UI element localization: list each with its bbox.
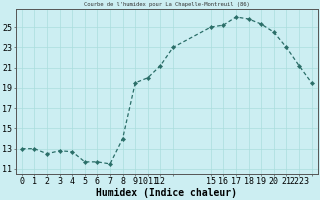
Title: Courbe de l'humidex pour La Chapelle-Montreuil (86): Courbe de l'humidex pour La Chapelle-Mon… [84,2,250,7]
X-axis label: Humidex (Indice chaleur): Humidex (Indice chaleur) [96,188,237,198]
